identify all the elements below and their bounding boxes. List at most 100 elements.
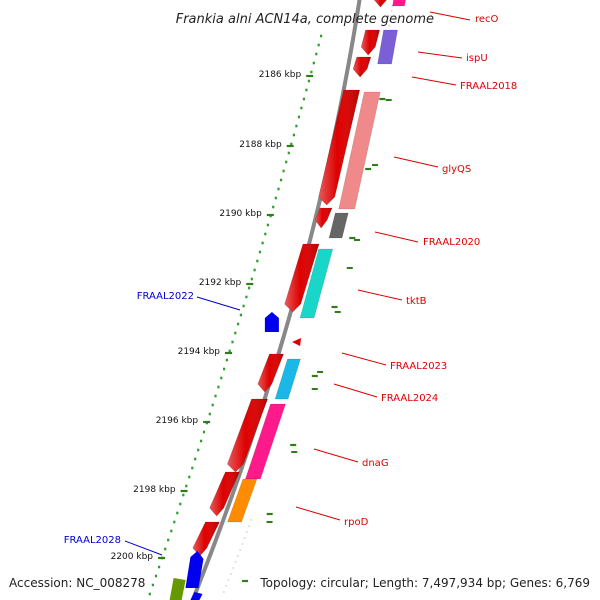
gene-label-FRAAL2028: FRAAL2028 xyxy=(64,535,121,546)
gene-dnaG-shade xyxy=(227,399,268,472)
gene-glyQS-shade xyxy=(318,90,360,205)
gc-dot xyxy=(248,286,251,290)
gc-dot xyxy=(173,520,176,524)
gc-dot xyxy=(214,394,217,398)
gene-label-FRAAL2020: FRAAL2020 xyxy=(423,237,480,248)
leader-recO xyxy=(429,11,471,21)
cog-dnaG xyxy=(245,403,286,480)
gc-dot xyxy=(300,106,303,110)
skew-dot xyxy=(248,525,251,527)
cog-recO xyxy=(392,0,406,7)
gc-dot xyxy=(264,232,267,236)
gene-recO-shade xyxy=(374,0,387,7)
gc-dot xyxy=(307,79,310,83)
skew-dot xyxy=(243,537,246,539)
gc-dot xyxy=(220,376,223,380)
gc-dot xyxy=(237,322,240,326)
tick-label: 2190 kbp xyxy=(219,209,262,219)
gene-FRAAL2024-shade xyxy=(257,354,284,392)
gene-ispU-shade xyxy=(361,30,380,55)
gc-dot xyxy=(225,358,228,362)
gc-dot xyxy=(200,439,203,443)
gene-label-FRAAL2023: FRAAL2023 xyxy=(390,361,447,372)
gc-dot xyxy=(266,223,269,227)
leader-FRAAL2028 xyxy=(124,540,163,556)
gene-FRAAL2028-2 xyxy=(190,592,203,600)
gc-dot xyxy=(282,169,285,173)
leader-glyQS xyxy=(393,156,439,168)
leader-FRAAL2022 xyxy=(196,296,241,311)
gene-tktB-shade xyxy=(284,244,319,312)
map-title: Frankia alni ACN14a, complete genome xyxy=(176,12,434,27)
gc-dot xyxy=(182,493,185,497)
gene-FRAAL2020-shade xyxy=(315,208,332,228)
leader-FRAAL2023 xyxy=(341,352,387,366)
gc-dot xyxy=(292,133,295,137)
skew-dot xyxy=(389,20,392,22)
leader-FRAAL2018 xyxy=(411,76,457,86)
gene-label-tktB: tktB xyxy=(406,296,427,307)
gc-dot xyxy=(261,241,264,245)
gene-rpoD-shade xyxy=(209,472,240,516)
skew-dot xyxy=(234,561,237,563)
cog-ispU xyxy=(377,29,398,65)
leader-FRAAL2020 xyxy=(374,231,419,243)
gc-dot xyxy=(250,277,253,281)
gene-label-glyQS: glyQS xyxy=(442,164,471,175)
gc-dot xyxy=(231,340,234,344)
gc-dot xyxy=(253,268,256,272)
gene-label-ispU: ispU xyxy=(466,53,488,64)
gc-dot xyxy=(245,295,248,299)
tick-label: 2198 kbp xyxy=(133,485,176,495)
gc-dot xyxy=(194,457,197,461)
gc-dot xyxy=(258,250,261,254)
tick-label: 2188 kbp xyxy=(239,140,282,150)
leader-rpoD xyxy=(295,506,341,521)
scale-ticks: 2186 kbp 2188 kbp 2190 kbp 2192 kbp 2194 kbp… xyxy=(111,70,392,583)
gene-label-FRAAL2024: FRAAL2024 xyxy=(381,393,438,404)
skew-dot xyxy=(241,543,244,545)
genome-summary-text: Topology: circular; Length: 7,497,934 bp… xyxy=(259,576,590,590)
gc-dot xyxy=(148,592,151,596)
gc-dot xyxy=(202,430,206,434)
gc-dot xyxy=(242,304,245,308)
gc-content-track xyxy=(148,34,323,596)
gc-dot xyxy=(256,259,259,263)
skew-dot xyxy=(232,567,235,569)
skew-dot xyxy=(227,579,230,581)
skew-dot xyxy=(222,591,225,593)
gc-dot xyxy=(297,115,300,119)
skew-dot xyxy=(389,15,392,17)
gc-dot xyxy=(176,511,179,515)
gene-unlabeled-red-shade xyxy=(192,522,220,556)
cog-rpoD xyxy=(227,478,258,523)
gc-dot xyxy=(305,88,308,92)
gc-dot xyxy=(185,484,188,488)
gc-dot xyxy=(280,178,283,182)
gc-dot xyxy=(295,124,298,128)
gene-features xyxy=(169,0,406,600)
label-leaders xyxy=(124,11,471,556)
gc-dot xyxy=(191,466,194,470)
gene-labels: recO ispU FRAAL2018 glyQS FRAAL2020 tktB FRAAL… xyxy=(64,14,518,546)
skew-dot xyxy=(229,573,232,575)
leader-dnaG xyxy=(313,448,359,463)
gc-dot xyxy=(274,196,277,200)
gc-dot xyxy=(151,583,154,587)
gc-dot xyxy=(154,574,158,578)
skew-dot xyxy=(239,549,242,551)
tick-label: 2200 kbp xyxy=(111,552,154,562)
gc-dot xyxy=(302,97,305,101)
skew-dot xyxy=(250,519,253,521)
gc-dot xyxy=(223,367,226,371)
gene-FRAAL2023 xyxy=(292,338,302,346)
leader-tktB xyxy=(357,289,403,301)
gene-label-dnaG: dnaG xyxy=(362,458,389,469)
leader-FRAAL2024 xyxy=(333,383,378,398)
skew-dot xyxy=(390,10,393,12)
gc-dot xyxy=(234,331,237,335)
gc-dot xyxy=(287,151,290,155)
gc-dot xyxy=(211,403,214,407)
